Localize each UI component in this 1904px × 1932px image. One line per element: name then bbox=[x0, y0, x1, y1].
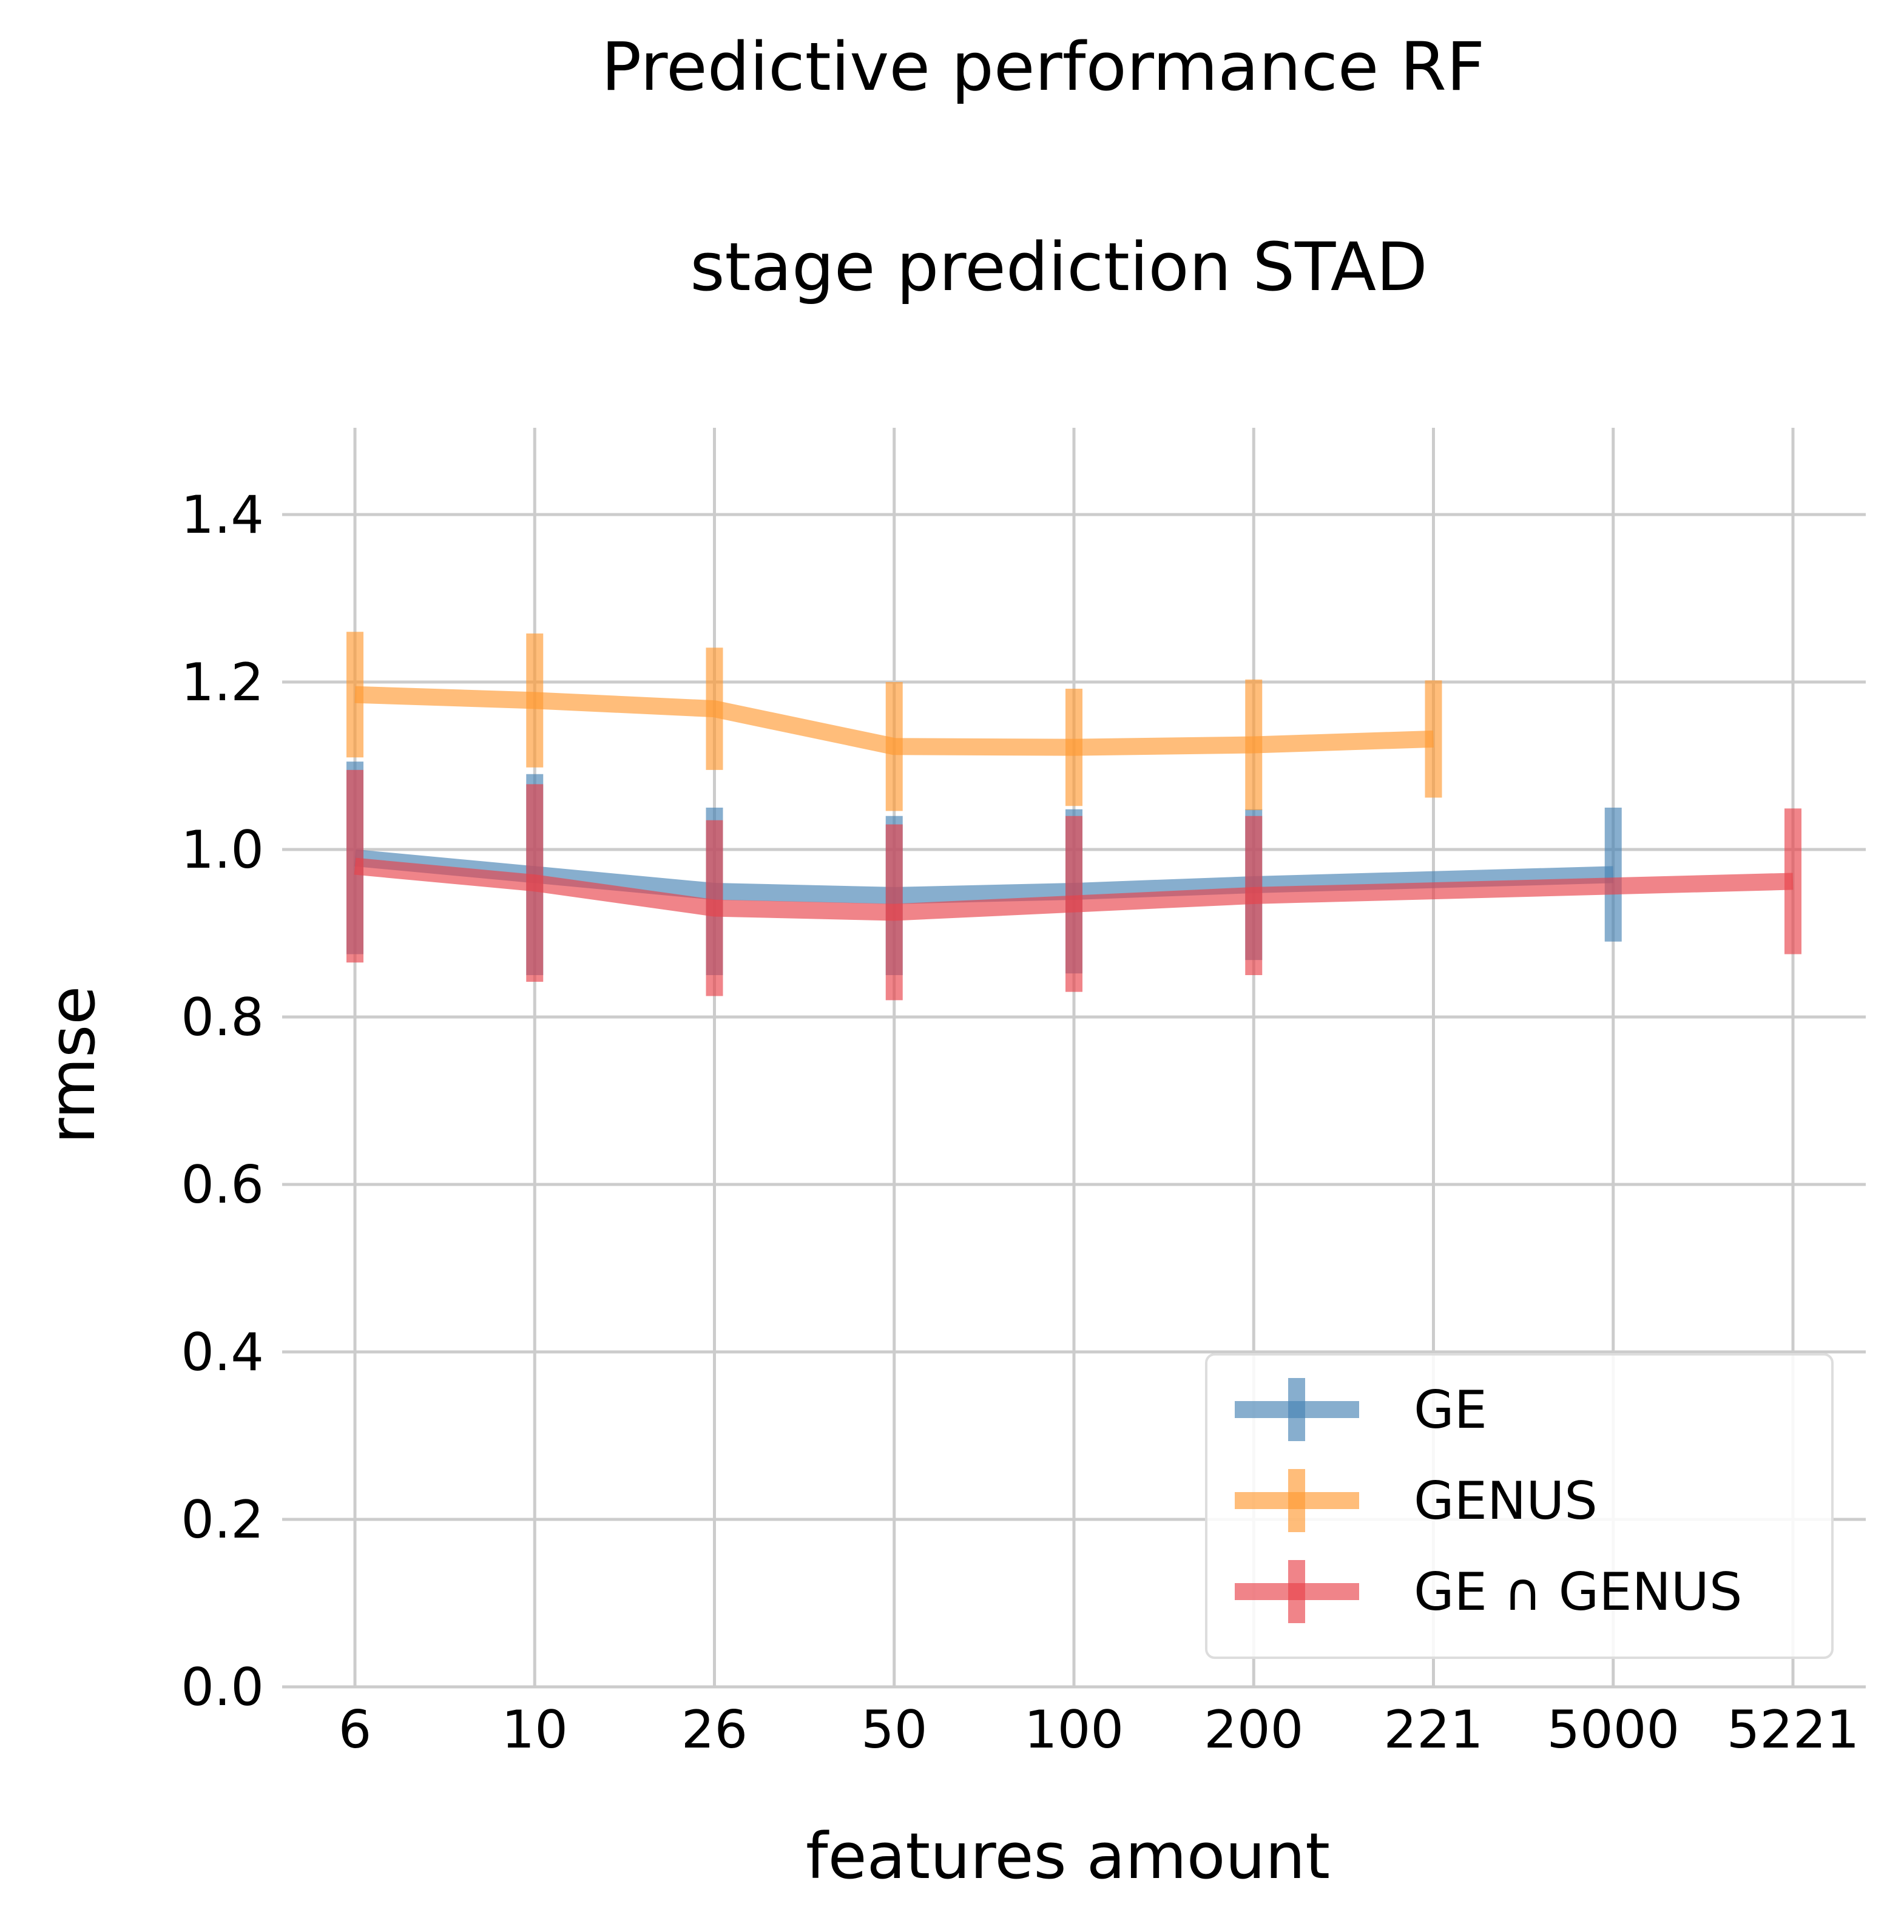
x-tick-label-7: 5000 bbox=[1547, 1700, 1680, 1760]
legend-label-1: GENUS bbox=[1414, 1471, 1598, 1532]
data-point-1-0 bbox=[354, 694, 356, 695]
x-axis-label: features amount bbox=[806, 1819, 1330, 1893]
x-tick-label-5: 200 bbox=[1204, 1700, 1303, 1760]
data-point-1-2 bbox=[714, 708, 715, 709]
series-layer bbox=[346, 632, 1801, 1001]
data-point-2-5 bbox=[1253, 895, 1254, 896]
grid bbox=[282, 428, 1866, 1689]
x-tick-labels: 6 10 26 50 100 200 221 5000 5221 bbox=[339, 1700, 1860, 1760]
y-tick-label-6: 1.2 bbox=[181, 652, 264, 713]
y-tick-label-2: 0.4 bbox=[181, 1322, 264, 1383]
x-tick-label-4: 100 bbox=[1024, 1700, 1124, 1760]
legend-symbol-2 bbox=[1235, 1560, 1359, 1623]
x-tick-label-1: 10 bbox=[502, 1700, 568, 1760]
x-tick-label-6: 221 bbox=[1383, 1700, 1483, 1760]
data-point-2-3 bbox=[894, 912, 895, 913]
y-tick-label-4: 0.8 bbox=[181, 987, 264, 1048]
y-axis-label: rmse bbox=[35, 986, 109, 1144]
data-point-1-6 bbox=[1433, 738, 1434, 740]
y-tick-label-3: 0.6 bbox=[181, 1155, 264, 1215]
legend-label-2: GE ∩ GENUS bbox=[1414, 1562, 1742, 1623]
data-point-1-3 bbox=[894, 746, 895, 747]
x-tick-label-3: 50 bbox=[861, 1700, 927, 1760]
chart-title: Predictive performance RF bbox=[601, 28, 1485, 106]
legend-symbol-1 bbox=[1235, 1469, 1359, 1532]
data-point-2-0 bbox=[354, 866, 356, 867]
x-tick-label-2: 26 bbox=[681, 1700, 748, 1760]
y-tick-labels: 0.0 0.2 0.4 0.6 0.8 1.0 1.2 1.4 bbox=[181, 485, 264, 1718]
legend-label-0: GE bbox=[1414, 1380, 1487, 1441]
legend: GE GENUS GE ∩ GENUS bbox=[1205, 1353, 1834, 1659]
data-point-2-2 bbox=[714, 908, 715, 909]
data-point-1-4 bbox=[1073, 747, 1075, 748]
data-point-2-1 bbox=[534, 882, 535, 883]
legend-box bbox=[1205, 1353, 1834, 1659]
data-point-1-1 bbox=[534, 700, 535, 701]
x-tick-label-8: 5221 bbox=[1727, 1700, 1860, 1760]
y-tick-label-5: 1.0 bbox=[181, 820, 264, 880]
y-tick-label-1: 0.2 bbox=[181, 1490, 264, 1550]
data-point-1-5 bbox=[1253, 745, 1254, 746]
y-tick-label-0: 0.0 bbox=[181, 1657, 264, 1718]
data-point-2-4 bbox=[1073, 904, 1075, 905]
y-tick-label-7: 1.4 bbox=[181, 485, 264, 545]
data-point-2-6 bbox=[1792, 880, 1794, 882]
data-point-0-6 bbox=[1613, 874, 1614, 875]
legend-symbol-0 bbox=[1235, 1378, 1359, 1441]
x-tick-label-0: 6 bbox=[339, 1700, 372, 1760]
chart-subtitle: stage prediction STAD bbox=[690, 228, 1428, 306]
